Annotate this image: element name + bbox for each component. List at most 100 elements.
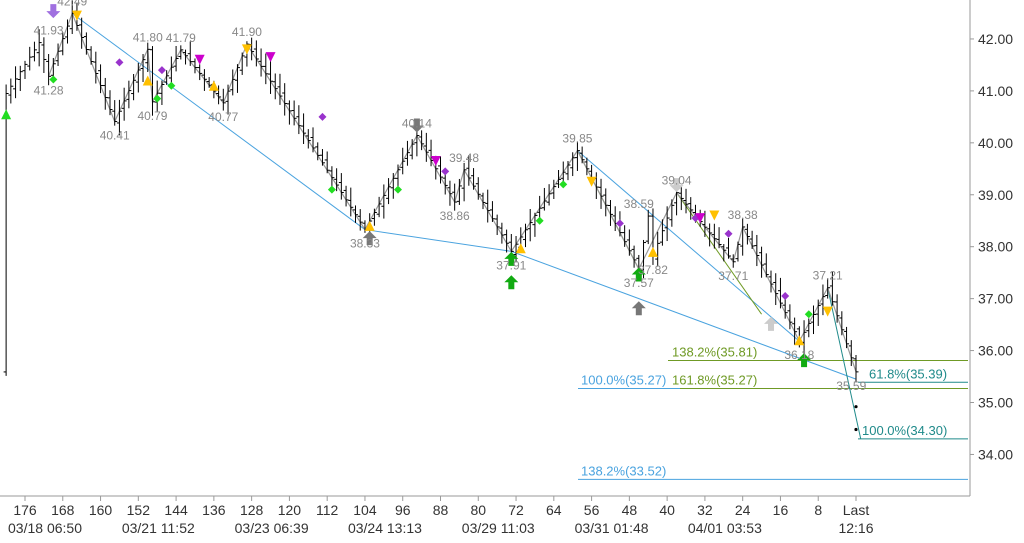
price-bar xyxy=(721,244,727,262)
green-diamond-marker xyxy=(535,216,544,225)
price-bar xyxy=(678,186,684,211)
price-bar xyxy=(83,32,89,55)
price-bar xyxy=(626,229,632,256)
price-bar xyxy=(126,80,132,109)
green-arrow-up xyxy=(797,353,812,368)
trend-line xyxy=(827,287,862,439)
price-bar xyxy=(310,127,316,153)
gold-triangle-up-marker xyxy=(794,335,805,346)
price-bar xyxy=(829,272,835,306)
trend-line xyxy=(577,150,800,342)
price-bar xyxy=(277,73,283,105)
price-bar xyxy=(489,201,495,222)
price-bar xyxy=(494,214,500,236)
price-bar xyxy=(31,41,37,62)
price-bar xyxy=(79,17,85,49)
price-bar xyxy=(131,73,137,101)
price-bar xyxy=(853,355,859,383)
price-bar xyxy=(60,32,66,56)
price-bar xyxy=(598,178,604,209)
price-bar xyxy=(395,164,401,189)
x-tick-time-label: 03/31 01:48 xyxy=(575,520,649,536)
light-gray-arrow-up xyxy=(764,316,779,331)
price-bar xyxy=(343,185,349,207)
price-bar xyxy=(291,100,297,126)
price-bar xyxy=(726,237,732,259)
y-tick-label: 36.00 xyxy=(978,343,1013,359)
price-bar xyxy=(659,219,665,246)
gray-arrow-up xyxy=(631,301,646,316)
gold-triangle-down-marker xyxy=(586,176,597,187)
price-bar xyxy=(197,64,203,81)
price-bar xyxy=(754,234,760,267)
x-tick-label: 112 xyxy=(316,502,339,518)
price-bar xyxy=(140,54,146,83)
x-tick-label: 64 xyxy=(546,502,562,518)
fib-level-label: 100.0%(35.27) xyxy=(581,372,666,387)
swing-point-label: 38.38 xyxy=(728,208,758,222)
swing-point-label: 37.57 xyxy=(624,276,654,290)
price-bar xyxy=(159,80,165,105)
x-tick-label: 96 xyxy=(395,502,411,518)
price-bar xyxy=(475,177,481,200)
price-bar xyxy=(268,60,274,94)
x-tick-time-label: 03/24 13:13 xyxy=(348,520,422,536)
price-bar xyxy=(825,278,831,299)
fib-level-label: 138.2%(33.52) xyxy=(581,463,666,478)
swing-point-label: 41.79 xyxy=(166,31,196,45)
price-bar xyxy=(41,37,47,73)
price-bar xyxy=(744,223,750,245)
price-bar xyxy=(645,209,651,245)
gold-triangle-up-marker xyxy=(515,243,526,254)
price-bar xyxy=(541,187,547,211)
green-arrow-up xyxy=(504,275,519,290)
price-bar xyxy=(480,192,486,210)
green-diamond-marker xyxy=(804,310,813,319)
price-bar xyxy=(201,69,207,91)
price-bar xyxy=(565,161,571,181)
green-arrow-up xyxy=(631,267,646,282)
price-bar xyxy=(55,43,61,67)
y-tick-label: 39.00 xyxy=(978,187,1013,203)
light-gray-arrow-down xyxy=(669,178,684,193)
price-bar xyxy=(735,241,741,262)
price-bar xyxy=(504,229,510,253)
price-bar xyxy=(466,155,472,186)
price-bar xyxy=(631,245,637,268)
price-bar xyxy=(390,173,396,199)
x-tick-label: 128 xyxy=(240,502,264,518)
price-bar xyxy=(164,70,170,85)
price-bar xyxy=(192,58,198,74)
price-bar xyxy=(688,197,694,220)
price-bar xyxy=(792,317,798,345)
x-tick-time-label: 12:16 xyxy=(838,520,873,536)
price-bar xyxy=(423,132,429,162)
price-bar xyxy=(376,196,382,218)
green-diamond-marker xyxy=(559,180,568,189)
x-tick-time-label: 03/23 06:39 xyxy=(235,520,309,536)
swing-point-label: 42.49 xyxy=(57,0,87,9)
y-tick-label: 38.00 xyxy=(978,239,1013,255)
x-tick-label: 144 xyxy=(164,502,188,518)
price-bar xyxy=(456,178,462,205)
x-tick-label: 160 xyxy=(89,502,113,518)
swing-point-label: 40.79 xyxy=(137,109,167,123)
price-bar xyxy=(508,234,514,256)
magenta-triangle-down-marker xyxy=(265,52,276,63)
price-bar xyxy=(777,277,783,309)
price-bar xyxy=(121,87,127,121)
price-bar xyxy=(461,162,467,202)
price-bar xyxy=(282,83,288,116)
price-bar xyxy=(357,209,363,231)
price-bar xyxy=(149,46,155,116)
price-bar xyxy=(773,273,779,306)
gray-arrow-up xyxy=(362,231,377,246)
price-bar xyxy=(27,46,33,71)
price-bar xyxy=(603,188,609,217)
swing-point-label: 41.90 xyxy=(232,25,262,39)
price-bar xyxy=(22,60,28,79)
gray-arrow-down xyxy=(409,118,424,133)
price-bar xyxy=(301,113,307,144)
price-bar xyxy=(8,78,14,104)
price-bar xyxy=(371,208,377,226)
